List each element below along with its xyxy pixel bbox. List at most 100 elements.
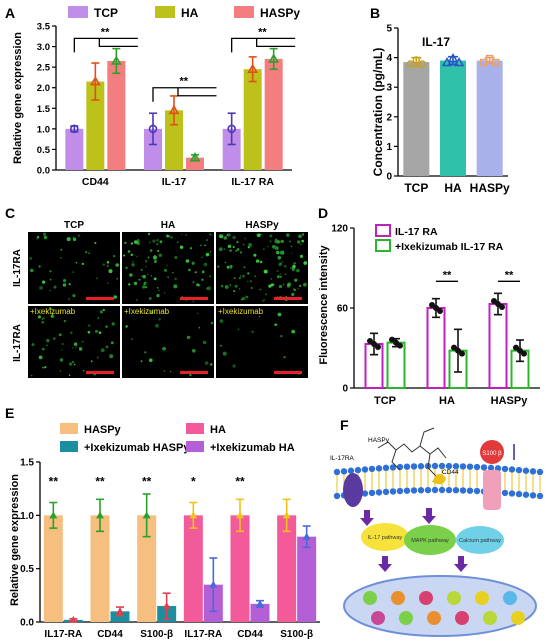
lipid-head (466, 463, 474, 470)
y-tick-label: 1.5 (20, 458, 34, 469)
lipid-head (403, 463, 411, 470)
gene-bubble (427, 611, 441, 625)
fluorescent-cell (277, 255, 282, 260)
fluorescent-cell (72, 294, 76, 298)
data-point (453, 57, 465, 67)
y-tick-label: 1.0 (20, 511, 34, 522)
fluorescent-cell (269, 234, 273, 238)
fluorescent-cell (136, 241, 140, 245)
lipid-head (410, 463, 418, 470)
gene-bubble (455, 611, 469, 625)
legend-label-tcp: TCP (94, 6, 118, 20)
fluorescent-cell (37, 315, 42, 319)
fluorescent-cell (110, 341, 114, 345)
pathway-calcium: Calcium pathway (456, 526, 504, 554)
lipid-head (529, 492, 537, 499)
legend-swatch-tcp (68, 6, 88, 18)
fluorescent-cell (242, 274, 245, 278)
significance-bracket (152, 87, 217, 102)
fluorescent-cell (163, 370, 165, 372)
fluorescent-cell (142, 285, 146, 289)
bar-series-2 (277, 515, 297, 622)
fluorescent-cell (293, 288, 296, 292)
col-label-tcp: TCP (64, 220, 84, 231)
fluorescent-cell (174, 277, 177, 281)
y-tick-label: 2.0 (37, 83, 50, 94)
fluorescent-cell (275, 323, 278, 326)
fluorescent-cell (205, 252, 210, 257)
fluorescent-cell (53, 337, 56, 340)
lipid-head (368, 465, 376, 473)
fluorescent-cell (202, 340, 207, 345)
fluorescent-cell (156, 243, 159, 246)
legend-swatch-ha (155, 6, 175, 18)
fluorescent-cell (140, 268, 143, 271)
fluorescent-cell (115, 263, 119, 267)
fluorescent-cell (292, 268, 295, 272)
fluorescent-cell (58, 310, 60, 312)
bar-series-1 (110, 611, 130, 622)
fluorescent-cell (223, 236, 228, 240)
fluorescent-cell (68, 374, 71, 377)
panel-a-legend: TCP HA HASPy (68, 6, 300, 20)
fluorescent-cell (297, 287, 299, 290)
fluorescent-cell (77, 234, 80, 237)
fluorescent-cell (108, 269, 113, 274)
bar-haspy (264, 58, 283, 170)
fluorescent-cell (244, 237, 246, 240)
fluorescent-cell (200, 244, 202, 246)
fluorescent-cell (145, 286, 148, 289)
panel-label-c: C (5, 205, 15, 221)
significance-label: ** (443, 269, 452, 281)
x-category-label: HA (439, 395, 455, 407)
fluorescent-cell (129, 273, 133, 277)
gene-bubble (475, 591, 489, 605)
significance-bracket (256, 38, 296, 47)
fluorescent-cell (205, 239, 209, 242)
fluorescent-cell (299, 284, 302, 288)
scale-bar (180, 371, 208, 374)
lipid-head (522, 467, 530, 474)
fluorescent-cell (185, 234, 188, 236)
significance-label: ** (258, 26, 267, 38)
fluorescent-cell (259, 233, 262, 236)
data-point (148, 124, 158, 134)
fluorescent-cell (85, 251, 88, 254)
fluorescent-cell (210, 363, 213, 366)
lipid-head (333, 492, 341, 500)
fluorescent-cell (78, 347, 83, 351)
fluorescent-cell (194, 271, 197, 274)
fluorescent-cell (243, 266, 246, 269)
fluorescent-cell (217, 265, 220, 268)
significance-label: ** (142, 474, 152, 488)
fluorescent-cell (247, 272, 250, 275)
lipid-head (382, 488, 390, 496)
fluorescent-cell (36, 237, 39, 240)
lipid-head (515, 490, 523, 498)
fluorescent-cell (149, 241, 151, 244)
data-point (70, 124, 79, 134)
data-point (69, 615, 78, 623)
fluorescent-cell (291, 252, 293, 254)
micrograph (122, 306, 214, 378)
bar-tcp (222, 128, 241, 170)
fluorescent-cell (50, 314, 54, 318)
lipid-head (333, 468, 341, 476)
lipid-head (361, 490, 369, 497)
bar-series-0 (90, 515, 110, 622)
fluorescent-cell (42, 317, 46, 320)
significance-label: ** (49, 474, 59, 488)
gene-bubble (503, 591, 517, 605)
fluorescent-cell (29, 257, 32, 260)
panel-d-ylabel: Fluorescence intensity (318, 245, 330, 365)
col-label-ha: HA (161, 220, 175, 231)
panel-label-b: B (370, 5, 380, 21)
pathway-il17-label: IL-17 pathway (368, 535, 403, 541)
x-category-label: HASPy (470, 181, 510, 195)
y-tick-label: 60 (337, 304, 349, 315)
fluorescent-cell (155, 323, 159, 328)
lipid-head (340, 468, 348, 475)
lipid-head (410, 487, 418, 494)
fluorescent-cell (284, 273, 287, 276)
scale-bar (274, 297, 302, 300)
